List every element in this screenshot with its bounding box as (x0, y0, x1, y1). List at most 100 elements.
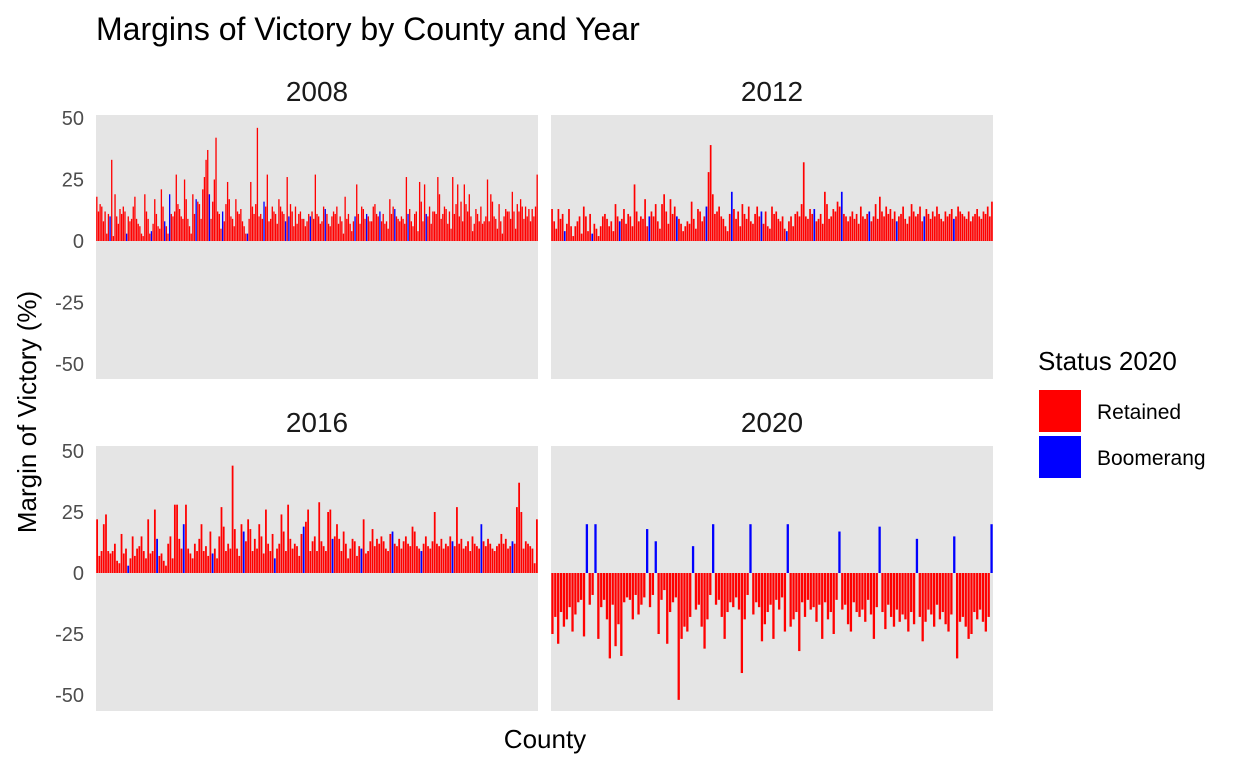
bar-retained (527, 543, 529, 573)
bar-retained (620, 573, 623, 656)
bar-retained (265, 206, 267, 241)
bar-retained (680, 223, 682, 241)
bar-retained (258, 524, 261, 573)
bar-retained (251, 551, 254, 573)
legend-title: Status 2020 (1038, 346, 1177, 376)
y-tick-label: 50 (62, 108, 84, 130)
facet-title: 2012 (741, 76, 803, 107)
bar-retained (384, 223, 386, 241)
bar-retained (931, 211, 934, 241)
bar-retained (399, 221, 401, 241)
bar-retained (273, 211, 275, 241)
bar-retained (253, 213, 255, 241)
bar-retained (471, 231, 474, 241)
bar-boomerang (288, 216, 290, 241)
bar-retained (683, 573, 686, 627)
facet-2008: 2008 50 25 0 -25 -50 (55, 76, 538, 379)
bar-retained (927, 213, 930, 241)
bar-retained (491, 201, 494, 241)
bar-retained (523, 218, 525, 241)
bar-retained (815, 573, 818, 622)
bar-retained (458, 543, 461, 573)
bar-retained (625, 223, 627, 241)
bar-retained (476, 213, 479, 241)
bar-retained (486, 179, 489, 241)
bar-retained (853, 218, 856, 241)
bar-retained (582, 573, 586, 637)
bar-retained (109, 553, 112, 573)
bar-retained (104, 211, 106, 241)
bar-retained (637, 573, 640, 615)
bar-boomerang (786, 524, 789, 573)
bar-retained (278, 199, 280, 241)
bar-retained (327, 512, 329, 573)
bar-boomerang (563, 231, 566, 241)
bar-retained (593, 223, 596, 241)
bar-boomerang (953, 536, 956, 573)
bar-boomerang (331, 538, 334, 573)
bar-retained (892, 573, 896, 627)
bar-retained (137, 223, 139, 241)
bar-retained (529, 221, 532, 241)
bar-retained (111, 551, 114, 573)
y-tick-label: -25 (55, 293, 84, 315)
bar-retained (599, 226, 602, 241)
bar-retained (356, 184, 358, 241)
bar-retained (760, 573, 764, 642)
bar-boomerang (208, 194, 211, 241)
bar-retained (402, 541, 405, 573)
bar-retained (819, 213, 822, 241)
bar-retained (274, 213, 277, 241)
bar-retained (948, 213, 951, 241)
bar-retained (428, 206, 431, 241)
bar-retained (513, 211, 515, 241)
bar-retained (235, 199, 237, 241)
bar-retained (460, 538, 463, 573)
bar-retained (293, 543, 296, 573)
bar-retained (628, 573, 632, 600)
bar-retained (906, 223, 909, 241)
bar-retained (741, 204, 744, 241)
bar-retained (965, 218, 968, 241)
bar-retained (616, 216, 619, 241)
bar-retained (395, 216, 398, 241)
bar-retained (121, 213, 123, 241)
bar-retained (562, 573, 566, 627)
bar-retained (889, 573, 893, 617)
bar-retained (303, 218, 305, 241)
bar-retained (245, 233, 247, 241)
bar-retained (870, 221, 873, 241)
bar-retained (423, 184, 426, 241)
bar-retained (473, 223, 475, 241)
bar-retained (665, 211, 668, 241)
bar-retained (526, 216, 528, 241)
bar-boomerang (242, 531, 245, 573)
bar-retained (471, 536, 474, 573)
bar-retained (389, 533, 392, 573)
bar-retained (462, 548, 465, 573)
bar-retained (255, 204, 257, 241)
bar-retained (287, 504, 290, 573)
bar-retained (420, 201, 422, 241)
bar-retained (967, 573, 970, 639)
bar-retained (709, 573, 712, 595)
bar-retained (783, 573, 787, 632)
bar-retained (364, 218, 366, 241)
bar-retained (417, 231, 419, 241)
bar-retained (138, 546, 141, 573)
bar-retained (162, 206, 164, 241)
bar-retained (817, 218, 820, 241)
facet-2020: 2020 (551, 407, 993, 711)
bar-boomerang (646, 529, 649, 573)
bar-boomerang (156, 538, 158, 573)
bar-retained (487, 538, 489, 573)
bar-retained (145, 211, 148, 241)
bar-retained (506, 211, 509, 241)
bar-retained (834, 211, 837, 241)
bar-retained (502, 543, 505, 573)
bar-retained (864, 218, 866, 241)
bar-retained (551, 209, 553, 241)
bar-retained (249, 529, 252, 573)
y-tick-label: 50 (62, 441, 84, 463)
bar-retained (256, 127, 259, 241)
